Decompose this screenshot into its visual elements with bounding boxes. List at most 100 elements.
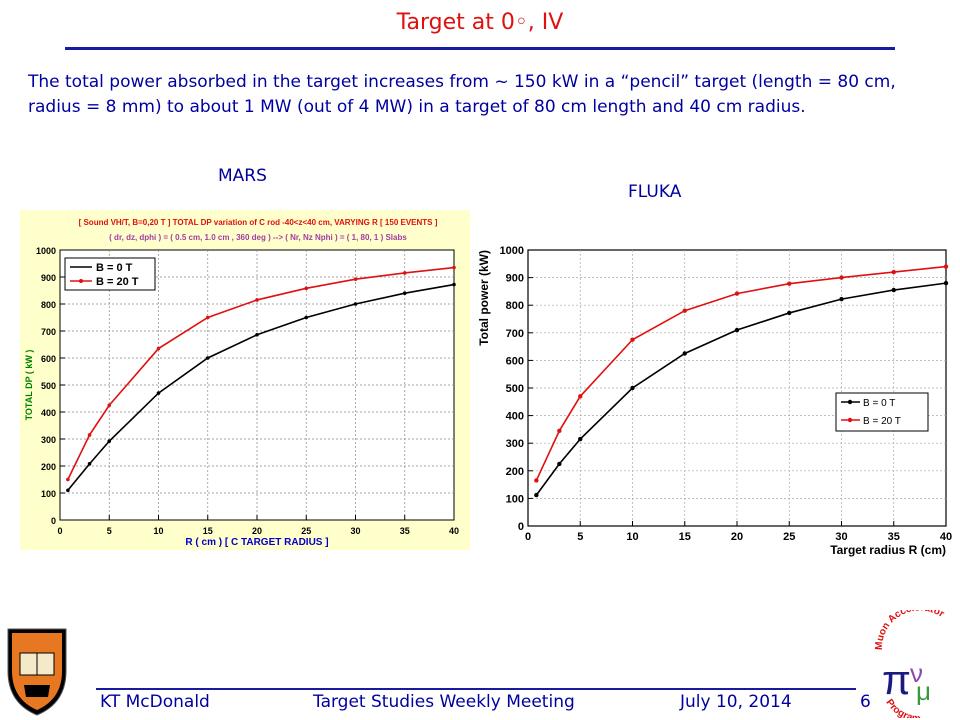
svg-text:ν: ν [910, 658, 923, 688]
mars-xtick-label: 15 [203, 526, 213, 536]
mars-ytick-label: 800 [41, 300, 56, 310]
footer-author: KT McDonald [100, 692, 210, 712]
mars-data-point [205, 315, 210, 320]
fluka-ytick-label: 900 [506, 273, 524, 285]
mars-data-point [156, 391, 161, 395]
mars-chart-subtitle: ( dr, dz, dphi ) = ( 0.5 cm, 1.0 cm , 36… [109, 233, 407, 242]
muon-accelerator-program-logo: Muon Accelerator π ν μ Program [874, 610, 946, 718]
mars-xtick-label: 25 [301, 526, 311, 536]
fluka-ytick-label: 500 [506, 383, 524, 395]
mars-ytick-label: 100 [41, 489, 56, 499]
fluka-data-point [891, 269, 896, 275]
mars-ytick-label: 700 [41, 327, 56, 337]
mars-data-point [87, 433, 92, 437]
mars-xtick-label: 30 [350, 526, 360, 536]
fluka-xlabel: Target radius R (cm) [830, 543, 946, 557]
fluka-xtick-label: 15 [679, 531, 691, 543]
mars-ytick-label: 400 [41, 408, 56, 418]
mars-xlabel: R ( cm ) [ C TARGET RADIUS ] [185, 537, 328, 548]
footer-rule [96, 688, 856, 690]
fluka-legend-b0: B = 0 T [863, 398, 895, 409]
mars-legend-b0: B = 0 T [96, 262, 133, 274]
mars-xtick-label: 5 [107, 526, 112, 536]
mars-data-point [255, 298, 259, 302]
fluka-xtick-label: 0 [525, 531, 531, 543]
mars-data-point [304, 286, 309, 291]
fluka-legend: B = 0 T B = 20 T [835, 392, 929, 432]
fluka-data-point [630, 385, 635, 391]
mars-data-point [255, 332, 259, 337]
intro-text: The total power absorbed in the target i… [28, 72, 896, 117]
mars-data-point [353, 277, 358, 281]
fluka-xtick-label: 35 [888, 531, 900, 543]
fluka-data-point [557, 428, 562, 433]
mars-xtick-label: 0 [57, 526, 62, 536]
footer-page-number: 6 [860, 692, 871, 712]
fluka-ytick-label: 800 [506, 300, 524, 312]
mars-data-point [402, 291, 407, 295]
princeton-shield-logo [7, 628, 67, 716]
mars-data-point [156, 346, 161, 351]
fluka-ytick-label: 300 [506, 438, 524, 450]
fluka-data-point [682, 308, 687, 313]
mars-data-point [205, 356, 210, 360]
svg-text:Muon Accelerator: Muon Accelerator [874, 610, 946, 650]
mars-data-point [66, 477, 70, 482]
footer-date: July 10, 2014 [680, 692, 792, 712]
mars-data-point [353, 302, 358, 306]
mars-chart: [ Sound VH/T, B=0,20 T ] TOTAL DP variat… [20, 210, 470, 550]
fluka-series-line-0 [535, 282, 947, 496]
svg-text:μ: μ [916, 676, 931, 706]
fluka-data-point [943, 280, 949, 286]
fluka-data-point [943, 264, 949, 269]
mars-xtick-label: 20 [252, 526, 262, 536]
mars-label: MARS [218, 166, 267, 186]
mars-xtick-label: 35 [400, 526, 410, 536]
fluka-chart: 0 5 10 15 20 25 30 35 40010020030040050060070080… [478, 238, 960, 558]
fluka-xtick-label: 20 [731, 531, 743, 543]
fluka-data-point [682, 351, 687, 356]
fluka-data-point [630, 337, 635, 342]
fluka-ytick-label: 200 [506, 466, 524, 478]
mars-series-line-1 [67, 266, 455, 480]
fluka-data-point [734, 291, 740, 296]
mars-legend-b20: B = 20 T [96, 276, 139, 288]
fluka-xtick-label: 40 [940, 531, 952, 543]
fluka-xtick-label: 30 [835, 531, 847, 543]
fluka-data-point [787, 281, 792, 286]
fluka-ytick-label: 400 [506, 411, 524, 423]
mars-data-point [452, 282, 456, 287]
fluka-xtick-label: 10 [626, 531, 638, 543]
fluka-ytick-label: 100 [506, 493, 524, 505]
fluka-data-point [839, 275, 844, 280]
mars-ytick-label: 200 [41, 462, 56, 472]
mars-ylabel: TOTAL DP ( kW ) [24, 350, 34, 421]
mars-legend: B = 0 T B = 20 T [64, 257, 156, 291]
svg-text:π: π [882, 656, 911, 703]
fluka-ytick-label: 700 [506, 328, 524, 340]
fluka-data-point [734, 327, 740, 333]
fluka-data-point [534, 492, 539, 498]
fluka-series-line-1 [535, 265, 947, 481]
mars-ytick-label: 300 [41, 435, 56, 445]
fluka-ytick-label: 1000 [500, 245, 524, 257]
fluka-data-point [891, 287, 896, 293]
mars-data-point [304, 315, 309, 320]
fluka-xtick-label: 5 [577, 531, 583, 543]
fluka-ytick-label: 600 [506, 355, 524, 367]
mars-data-point [66, 488, 70, 493]
fluka-ytick-label: 0 [518, 521, 524, 533]
fluka-data-point [578, 394, 583, 399]
fluka-legend-b20: B = 20 T [863, 416, 901, 427]
fluka-data-point [787, 310, 792, 316]
fluka-label: FLUKA [628, 182, 682, 202]
mars-series-line-0 [67, 283, 455, 491]
fluka-data-point [578, 436, 583, 442]
mars-ytick-label: 1000 [36, 246, 56, 256]
mars-data-point [107, 403, 112, 408]
mars-ytick-label: 0 [51, 516, 56, 526]
mars-ytick-label: 900 [41, 273, 56, 283]
mars-xtick-label: 40 [449, 526, 459, 536]
fluka-data-point [557, 461, 562, 467]
title-underline [65, 47, 895, 50]
